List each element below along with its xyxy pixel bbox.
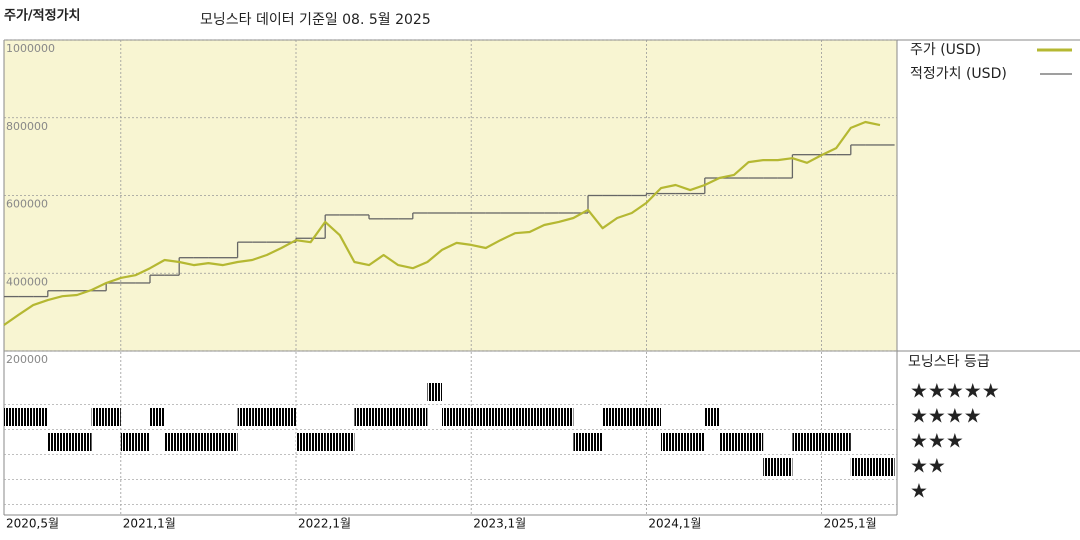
rating-bar xyxy=(675,433,691,451)
rating-bar xyxy=(588,433,603,451)
rating-label: ★★★ xyxy=(910,429,964,453)
price-line xyxy=(3,120,881,326)
rating-bar xyxy=(880,458,895,476)
rating-bar xyxy=(179,433,194,451)
rating-bar xyxy=(120,433,136,451)
rating-bar xyxy=(617,408,632,426)
rating-bar xyxy=(91,408,107,426)
chart-subtitle: 모닝스타 데이터 기준일 08. 5월 2025 xyxy=(200,12,431,28)
rating-bar xyxy=(4,408,19,426)
rating-bar xyxy=(573,433,588,451)
rating-bar xyxy=(193,433,209,451)
legend-label: 적정가치 (USD) xyxy=(910,66,1007,82)
legend-label: 주가 (USD) xyxy=(910,42,981,58)
rating-bar xyxy=(223,433,238,451)
x-tick-label: 2021,1월 xyxy=(123,517,176,531)
y-tick-label: 400000 xyxy=(6,275,48,288)
chart-title: 주가/적정가치 xyxy=(4,8,81,24)
rating-bar xyxy=(310,433,326,451)
rating-bar xyxy=(208,433,223,451)
rating-bar xyxy=(252,408,267,426)
rating-bar xyxy=(77,433,92,451)
rating-bar xyxy=(485,408,501,426)
rating-bar xyxy=(661,433,676,451)
rating-bar xyxy=(850,458,866,476)
rating-bar xyxy=(792,433,807,451)
rating-bar xyxy=(544,408,559,426)
x-tick-label: 2024,1월 xyxy=(648,517,701,531)
rating-bar xyxy=(471,408,486,426)
rating-bar xyxy=(339,433,355,451)
rating-label: ★★ xyxy=(910,454,946,478)
rating-bar xyxy=(135,433,150,451)
rating-bar xyxy=(631,408,647,426)
x-tick-label: 2025,1월 xyxy=(824,517,877,531)
rating-bar xyxy=(734,433,749,451)
rating-bar xyxy=(777,458,793,476)
rating-bar xyxy=(865,458,880,476)
rating-title: 모닝스타 등급 xyxy=(908,354,990,370)
rating-bar xyxy=(266,408,282,426)
rating-bar xyxy=(398,408,413,426)
rating-bar xyxy=(836,433,851,451)
rating-bar xyxy=(719,433,734,451)
rating-bar xyxy=(281,408,296,426)
rating-bar xyxy=(690,433,705,451)
y-tick-label: 200000 xyxy=(6,353,48,366)
rating-bar xyxy=(646,408,661,426)
rating-bar xyxy=(164,433,180,451)
rating-bar xyxy=(807,433,822,451)
rating-bar xyxy=(296,433,311,451)
rating-bar xyxy=(442,408,457,426)
rating-bar xyxy=(18,408,34,426)
rating-bar xyxy=(62,433,77,451)
rating-bar xyxy=(354,408,369,426)
rating-label: ★ xyxy=(910,479,928,503)
rating-bar xyxy=(500,408,515,426)
y-tick-label: 1000000 xyxy=(6,42,55,55)
rating-bar xyxy=(427,383,442,401)
rating-bar xyxy=(237,408,253,426)
rating-bar xyxy=(33,408,48,426)
rating-bar xyxy=(602,408,618,426)
x-tick-label: 2022,1월 xyxy=(298,517,351,531)
rating-bar xyxy=(763,458,778,476)
rating-bar xyxy=(821,433,837,451)
rating-bar xyxy=(325,433,340,451)
rating-bar xyxy=(47,433,63,451)
rating-bar xyxy=(383,408,399,426)
rating-bar xyxy=(456,408,472,426)
y-tick-label: 600000 xyxy=(6,198,48,211)
rating-bar xyxy=(150,408,165,426)
rating-label: ★★★★ xyxy=(910,404,982,428)
rating-bar xyxy=(748,433,764,451)
rating-bar xyxy=(704,408,720,426)
rating-label: ★★★★★ xyxy=(910,379,1000,403)
rating-bar xyxy=(369,408,384,426)
x-tick-label: 2023,1월 xyxy=(473,517,526,531)
rating-bar xyxy=(106,408,121,426)
rating-bar xyxy=(515,408,530,426)
rating-bar xyxy=(412,408,428,426)
y-tick-label: 800000 xyxy=(6,120,48,133)
x-tick-label: 2020,5월 xyxy=(6,517,59,531)
rating-bar xyxy=(558,408,574,426)
rating-bar xyxy=(529,408,545,426)
